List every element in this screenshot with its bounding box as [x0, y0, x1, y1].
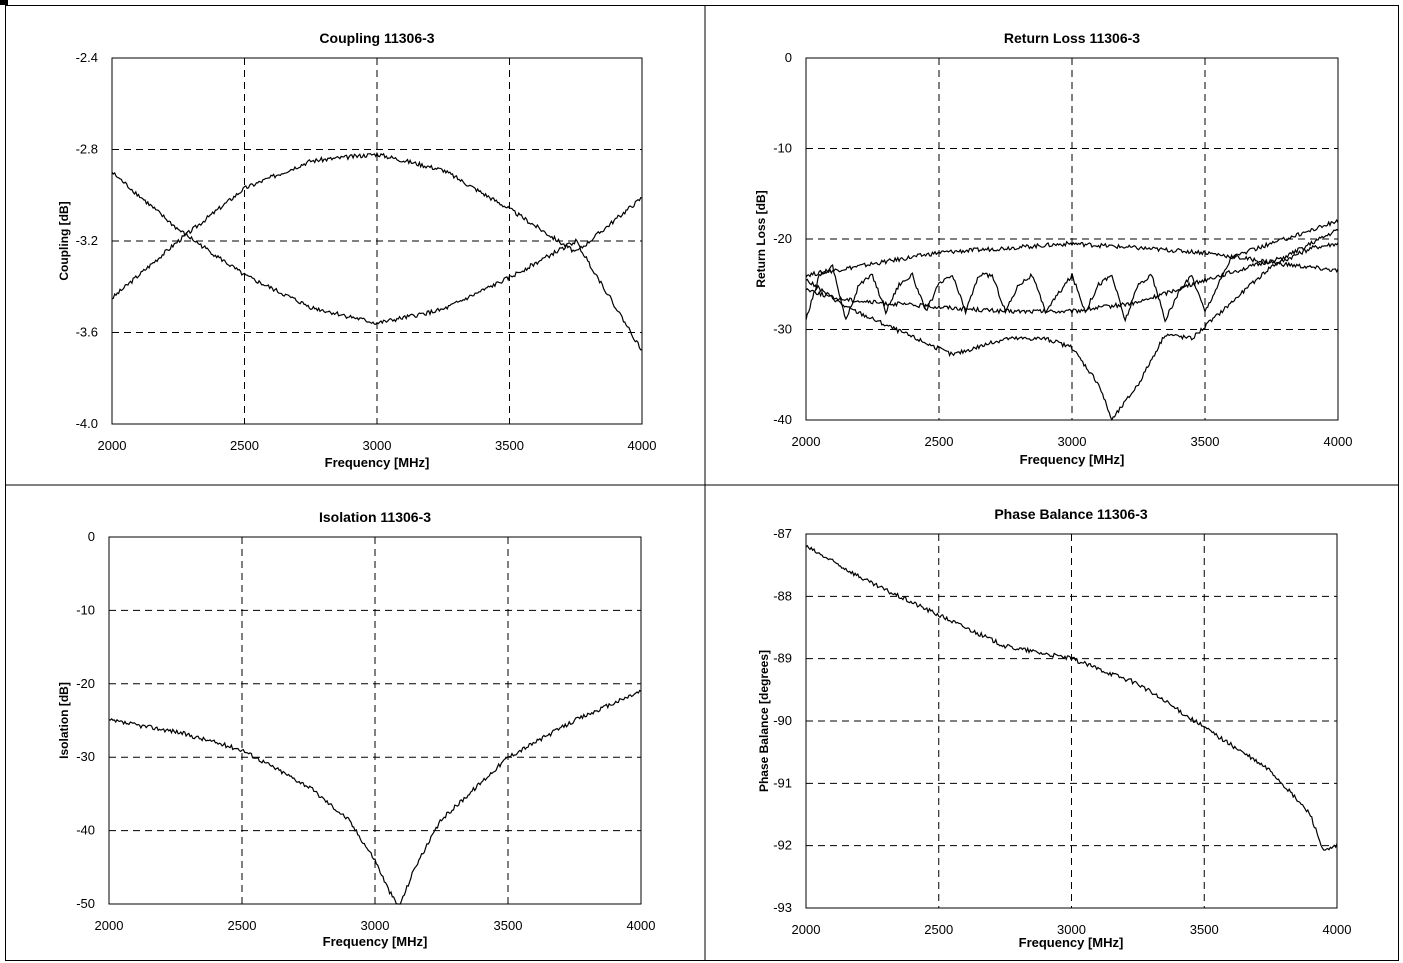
chart4-ytick-label: -88 — [773, 588, 792, 603]
chart3-series-1-line — [108, 689, 642, 905]
chart1-xtick-label: 3000 — [363, 438, 392, 453]
chart1-ytick-label: -4.0 — [76, 416, 98, 431]
chart1-ytick-label: -2.8 — [76, 142, 98, 157]
chart3-ytick-label: -30 — [76, 749, 95, 764]
corner-mark — [0, 0, 8, 5]
sheet-border — [5, 5, 1399, 961]
chart1-xtick-label: 2000 — [98, 438, 127, 453]
chart1-xtick-label: 2500 — [230, 438, 259, 453]
chart3-ytick-label: -20 — [76, 676, 95, 691]
chart4-ytick-label: -91 — [773, 775, 792, 790]
chart3-xtick-label: 3500 — [494, 918, 523, 933]
chart2-ytick-label: 0 — [785, 50, 792, 65]
chart3-xlabel: Frequency [MHz] — [323, 934, 428, 949]
chart4-plot-frame — [805, 533, 1338, 909]
chart2-xlabel: Frequency [MHz] — [1020, 452, 1125, 467]
chart2-series-4-line — [805, 218, 1339, 323]
chart2-ytick-label: -10 — [773, 141, 792, 156]
chart2-xtick-label: 3000 — [1058, 434, 1087, 449]
chart2-series-2-line — [805, 228, 1339, 315]
chart2-ytick-label: -30 — [773, 322, 792, 337]
chart3-ytick-label: -10 — [76, 602, 95, 617]
chart1-ytick-label: -3.6 — [76, 325, 98, 340]
chart4-title: Phase Balance 11306-3 — [994, 506, 1148, 522]
chart1-xlabel: Frequency [MHz] — [325, 455, 430, 470]
chart1-xtick-label: 4000 — [628, 438, 657, 453]
chart1-ytick-label: -3.2 — [76, 233, 98, 248]
chart4-xtick-label: 3000 — [1057, 922, 1086, 937]
chart2-xtick-label: 2500 — [925, 434, 954, 449]
chart3-title: Isolation 11306-3 — [319, 509, 431, 525]
chart1-ytick-label: -2.4 — [76, 50, 98, 65]
chart4-xtick-label: 3500 — [1190, 922, 1219, 937]
chart2-title: Return Loss 11306-3 — [1004, 30, 1140, 46]
chart3-xtick-label: 4000 — [627, 918, 656, 933]
chart3-xtick-label: 3000 — [361, 918, 390, 933]
chart1-series-1-line — [111, 151, 643, 300]
chart2-series-1-line — [805, 240, 1339, 278]
chart2-xtick-label: 2000 — [792, 434, 821, 449]
chart1-series-2-line — [111, 171, 643, 351]
chart1-plot-frame — [111, 57, 643, 425]
chart3-ytick-label: -50 — [76, 896, 95, 911]
chart2-ylabel: Return Loss [dB] — [754, 190, 768, 287]
chart2-plot-frame — [805, 57, 1339, 421]
chart3-ytick-label: 0 — [88, 529, 95, 544]
chart4-xtick-label: 2000 — [792, 922, 821, 937]
chart4-ytick-label: -89 — [773, 651, 792, 666]
chart4-series-1-line — [805, 544, 1338, 851]
chart2-xtick-label: 3500 — [1191, 434, 1220, 449]
chart4-ytick-label: -93 — [773, 900, 792, 915]
chart4-ytick-label: -87 — [773, 526, 792, 541]
chart3-ytick-label: -40 — [76, 823, 95, 838]
chart4-ytick-label: -92 — [773, 838, 792, 853]
chart3-xtick-label: 2500 — [228, 918, 257, 933]
chart2-ytick-label: -20 — [773, 231, 792, 246]
chart2-ytick-label: -40 — [773, 412, 792, 427]
chart1-title: Coupling 11306-3 — [319, 30, 434, 46]
chart1-xtick-label: 3500 — [495, 438, 524, 453]
chart3-xtick-label: 2000 — [95, 918, 124, 933]
chart2-series-3-line — [805, 242, 1339, 422]
chart3-plot-frame — [108, 536, 642, 905]
chart4-xtick-label: 2500 — [924, 922, 953, 937]
chart3-ylabel: Isolation [dB] — [57, 682, 71, 759]
chart4-ylabel: Phase Balance [degrees] — [757, 650, 771, 792]
chart2-xtick-label: 4000 — [1324, 434, 1353, 449]
chart1-ylabel: Coupling [dB] — [57, 201, 71, 280]
chart4-xtick-label: 4000 — [1323, 922, 1352, 937]
chart4-xlabel: Frequency [MHz] — [1019, 935, 1124, 950]
chart4-ytick-label: -90 — [773, 713, 792, 728]
